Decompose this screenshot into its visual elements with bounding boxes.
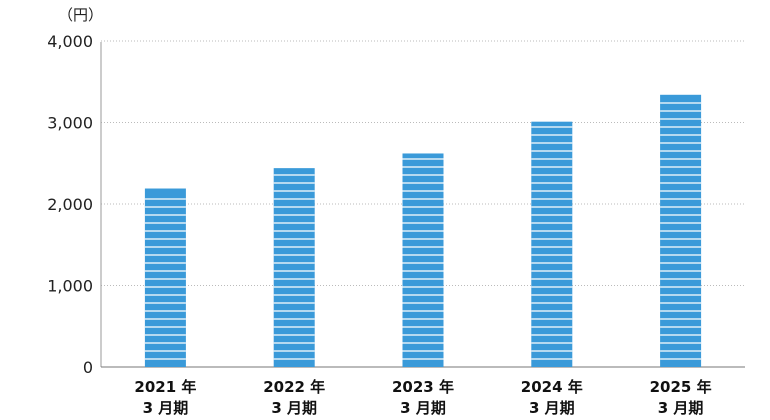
bar-fill	[273, 168, 315, 367]
x-tick-label-year: 2023 年	[392, 378, 454, 396]
y-tick-label: 0	[83, 358, 93, 377]
bar	[402, 153, 444, 367]
y-tick-label: 1,000	[47, 277, 93, 296]
x-tick-label-period: 3 月期	[529, 399, 575, 417]
bar	[531, 121, 573, 367]
x-tick-label-year: 2021 年	[134, 378, 196, 396]
x-tick-label-year: 2024 年	[521, 378, 583, 396]
x-tick-label-period: 3 月期	[143, 399, 189, 417]
y-axis-unit-label: （円）	[58, 6, 103, 24]
bar-fill	[531, 121, 573, 367]
bar	[273, 168, 315, 367]
bars	[144, 94, 702, 367]
y-tick-label: 2,000	[47, 195, 93, 214]
y-axis-tick-labels: 0 1,000 2,000 3,000 4,000	[47, 32, 93, 377]
x-tick-label-year: 2022 年	[263, 378, 325, 396]
x-tick-label-year: 2025 年	[650, 378, 712, 396]
x-tick-label-period: 3 月期	[271, 399, 317, 417]
y-tick-label: 3,000	[47, 114, 93, 133]
bar-fill	[402, 153, 444, 367]
bar	[660, 94, 702, 367]
bar	[144, 188, 186, 367]
x-axis-category-labels: 2021 年 3 月期 2022 年 3 月期 2023 年 3 月期 2024 年 3 月期…	[134, 378, 711, 417]
y-tick-label: 4,000	[47, 32, 93, 51]
x-tick-label-period: 3 月期	[658, 399, 704, 417]
bar-fill	[144, 188, 186, 367]
x-tick-label-period: 3 月期	[400, 399, 446, 417]
